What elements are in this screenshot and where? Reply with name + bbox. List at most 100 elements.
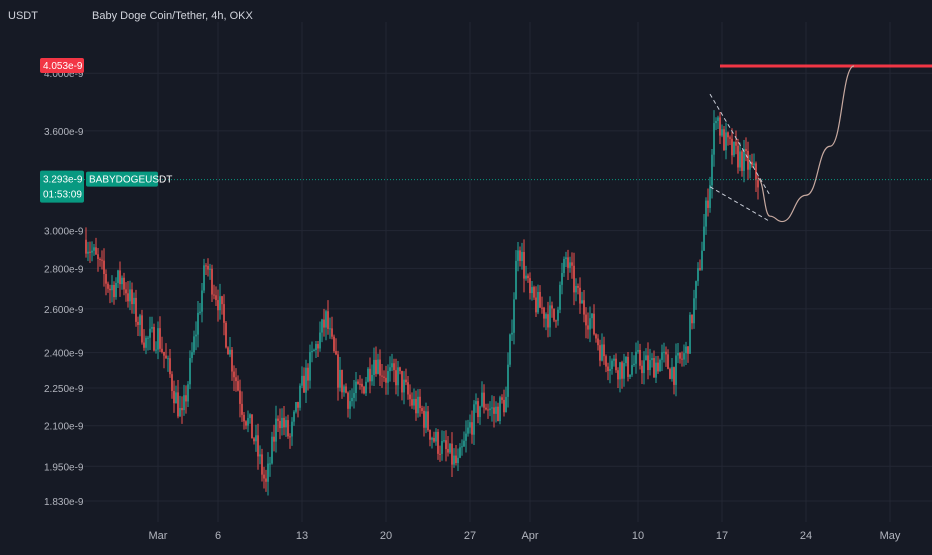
countdown-label: 01:53:09 [43,190,82,201]
candle-body [485,407,487,410]
candle-body [403,379,405,393]
candle-body [293,411,295,422]
candle-body [237,381,239,391]
candle-body [177,392,179,417]
candle-body [671,367,673,379]
candle-body [691,314,693,324]
candle-body [629,374,631,377]
candle-body [565,257,567,259]
candle-body [735,141,737,146]
candle-body [695,281,697,299]
candle-body [349,401,351,409]
candle-body [563,258,565,274]
candle-body [199,311,201,313]
candle-body [245,421,247,426]
candle-body [639,349,641,366]
candle-body [277,418,279,421]
candle-body [97,254,99,259]
candle-body [611,360,613,369]
candle-body [227,347,229,355]
candle-body [665,351,667,355]
candle-body [409,394,411,400]
candle-body [599,345,601,361]
time-tick-label: 20 [380,530,392,542]
candle-body [623,363,625,379]
candle-body [263,474,265,479]
candle-body [575,286,577,293]
candle-body [553,308,555,321]
candle-body [111,284,113,291]
price-tick-label: 2.250e-9 [44,384,84,395]
candle-body [637,349,639,352]
candle-body [243,414,245,422]
candle-body [601,344,603,361]
candle-body [681,358,683,360]
candle-body [247,418,249,426]
candle-body [137,321,139,325]
candle-body [129,289,131,302]
current-price-label: 3.293e-9 [43,175,83,186]
candle-body [451,443,453,465]
candle-body [261,454,263,475]
candle-body [583,300,585,315]
candle-body [369,368,371,382]
candle-body [729,137,731,139]
candle-body [203,265,205,291]
symbol-title[interactable]: Baby Doge Coin/Tether, 4h, OKX [92,10,253,22]
candle-body [229,349,231,355]
candle-body [323,319,325,328]
candle-body [627,356,629,377]
candle-body [327,311,329,329]
candle-body [259,454,261,457]
candle-body [149,328,151,338]
candle-body [411,399,413,406]
candle-body [331,328,333,337]
candle-body [195,334,197,337]
candle-body [169,358,171,375]
candle-body [275,418,277,442]
candle-body [167,358,169,360]
candle-body [389,367,391,372]
candle-body [447,449,449,453]
candle-body [357,381,359,384]
time-tick-label: May [880,530,901,542]
candle-body [503,399,505,413]
candle-body [497,406,499,422]
candle-body [529,278,531,294]
candle-body [287,420,289,437]
candle-body [101,259,103,261]
candle-body [455,455,457,463]
resistance-price-tag [40,58,84,73]
candle-body [533,287,535,298]
candle-body [535,297,537,313]
candle-body [517,250,519,261]
time-tick-label: 24 [800,530,812,542]
candle-body [431,437,433,440]
candle-body [549,305,551,328]
axis-labels: 4.000e-9 3.600e-9 3.000e-9 2.800e-9 2.600e-9… [40,58,901,542]
candle-body [481,392,483,407]
time-tick-label: 6 [215,530,221,542]
candle-body [441,440,443,454]
candle-body [655,362,657,378]
candle-body [667,354,669,369]
candle-body [343,386,345,393]
price-tick-label: 3.000e-9 [44,227,84,238]
candle-body [163,351,165,356]
candle-body [335,351,337,355]
candle-body [651,358,653,361]
candle-body [661,352,663,360]
candle-body [295,402,297,412]
candle-body [367,368,369,382]
candle-body [109,288,111,291]
candle-body [617,370,619,380]
candle-body [407,382,409,395]
candle-body [749,161,751,170]
candle-body [201,290,203,312]
candle-body [257,435,259,457]
candle-body [703,226,705,251]
candle-body [443,440,445,442]
candle-body [467,427,469,434]
